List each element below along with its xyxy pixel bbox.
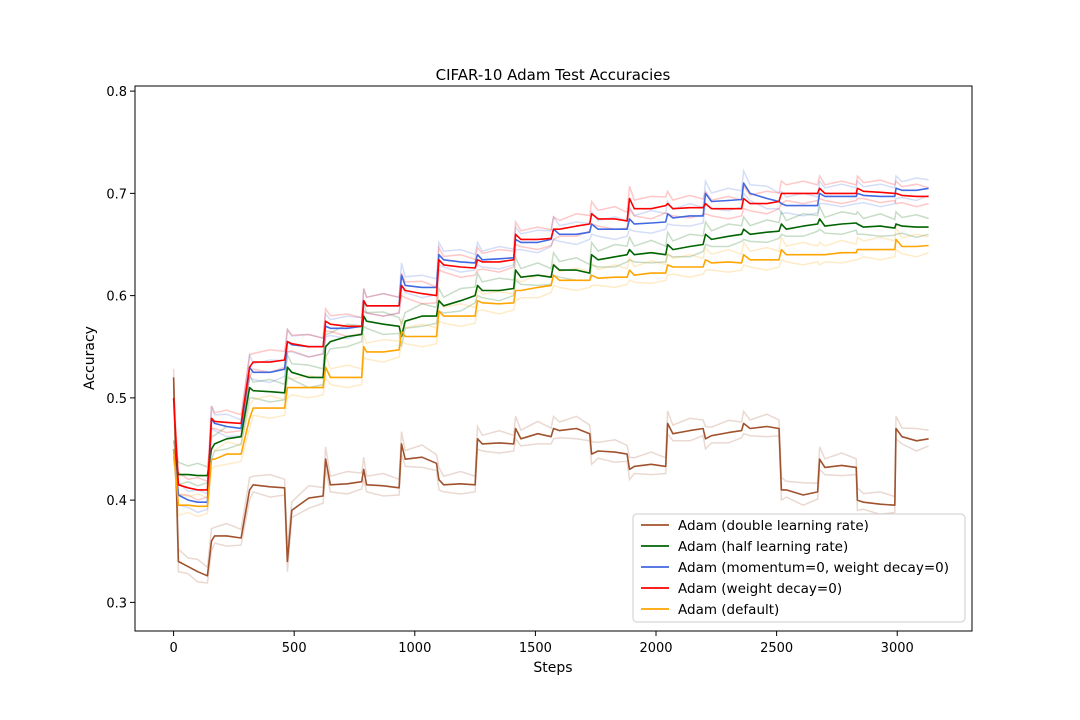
- series-line: [172, 377, 929, 577]
- plot-frame: [134, 85, 973, 632]
- legend-label: Adam (momentum=0, weight decay=0): [678, 560, 949, 576]
- legend-label: Adam (double learning rate): [678, 518, 869, 534]
- series-shadow-line: [172, 204, 929, 469]
- chart-title: CIFAR-10 Adam Test Accuracies: [436, 66, 671, 84]
- x-axis-ticks: 0 500 1000 1500 2000 2500 3000: [169, 631, 914, 656]
- y-tick-label: 0.8: [106, 85, 127, 100]
- x-tick-label: 3000: [881, 641, 914, 656]
- legend-label: Adam (weight decay=0): [678, 581, 842, 597]
- x-tick-label: 1500: [519, 641, 552, 656]
- series-shadow-line: [172, 191, 929, 514]
- y-tick-label: 0.4: [106, 494, 127, 509]
- legend-label: Adam (half learning rate): [678, 539, 848, 555]
- legend-label: Adam (default): [678, 602, 779, 618]
- legend-box: [632, 513, 966, 623]
- x-tick-label: 0: [169, 641, 177, 656]
- y-axis-ticks: 0.3 0.4 0.5 0.6 0.7 0.8: [106, 85, 135, 611]
- y-axis-label: Accuracy: [82, 326, 98, 390]
- x-tick-label: 2000: [639, 641, 672, 656]
- x-tick-label: 500: [282, 641, 307, 656]
- series-shadow-lines: [172, 168, 929, 584]
- y-tick-label: 0.5: [106, 392, 127, 407]
- series-line: [172, 238, 929, 508]
- chart-legend: Adam (double learning rate) Adam (half le…: [632, 513, 966, 623]
- series-line: [172, 218, 929, 477]
- series-shadow-line: [172, 174, 929, 483]
- y-tick-label: 0.3: [106, 596, 127, 611]
- series-shadow-line: [172, 168, 929, 495]
- series-lines: [172, 182, 929, 577]
- x-tick-label: 2500: [760, 641, 793, 656]
- y-tick-label: 0.6: [106, 290, 127, 305]
- x-axis-label: Steps: [533, 660, 572, 676]
- series-shadow-line: [172, 248, 929, 518]
- series-line: [172, 187, 929, 491]
- y-tick-label: 0.7: [106, 187, 127, 202]
- series-shadow-line: [172, 368, 929, 569]
- series-shadow-line: [172, 197, 929, 501]
- x-tick-label: 1000: [398, 641, 431, 656]
